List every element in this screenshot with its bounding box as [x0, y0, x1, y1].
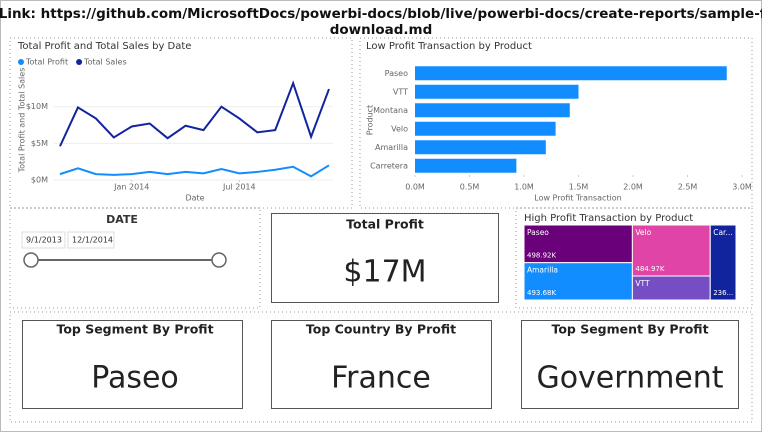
- visual-frame: [9, 207, 261, 309]
- card-title: Top Segment By Profit: [551, 322, 708, 337]
- card: [22, 320, 243, 409]
- card-title: Total Profit: [346, 217, 424, 232]
- x-axis-title: Date: [185, 194, 204, 203]
- bar: [415, 121, 556, 136]
- x-tick-label: Jan 2014: [113, 183, 149, 192]
- y-tick-label: VTT: [393, 87, 408, 96]
- bar: [415, 158, 517, 173]
- card-value: France: [331, 361, 431, 396]
- line-series: [59, 164, 330, 178]
- card-value: $17M: [343, 255, 426, 290]
- line-series: [59, 80, 330, 147]
- chart-title: High Profit Transaction by Product: [524, 213, 693, 224]
- tile-label: Car...: [713, 228, 732, 237]
- y-tick-label: Amarilla: [375, 143, 408, 152]
- y-axis-title: Total Profit and Total Sales: [18, 68, 27, 174]
- y-tick-label: $5M: [31, 139, 48, 148]
- x-tick-label: Jul 2014: [222, 183, 256, 192]
- chart-title: Low Profit Transaction by Product: [366, 41, 532, 52]
- x-tick-label: 2.0M: [623, 183, 643, 192]
- slicer-title: DATE: [106, 213, 138, 226]
- x-tick-label: 1.0M: [514, 183, 534, 192]
- date-input[interactable]: [21, 231, 66, 249]
- header-title: Internet Link: https://github.com/Micros…: [0, 6, 762, 22]
- y-axis-title: Product: [366, 105, 375, 135]
- x-tick-label: 0.0M: [405, 183, 425, 192]
- x-tick-label: 2.5M: [678, 183, 698, 192]
- x-tick-label: 3.0M: [732, 183, 752, 192]
- tile-label: Amarilla: [527, 266, 558, 275]
- date-start: 9/1/2013: [26, 236, 62, 245]
- tile-label: VTT: [635, 279, 650, 288]
- y-tick-label: Carretera: [370, 161, 408, 170]
- y-tick-label: Paseo: [385, 69, 408, 78]
- tile-value: 493.68K: [527, 289, 556, 297]
- slider-handle[interactable]: [23, 252, 39, 268]
- tile-label: Velo: [635, 228, 651, 237]
- card: [521, 320, 739, 409]
- treemap-tile: [631, 224, 711, 277]
- treemap-tile: [523, 262, 633, 301]
- bar: [415, 140, 546, 155]
- legend-marker: [18, 59, 24, 65]
- date-input[interactable]: [67, 231, 115, 249]
- card-value: Government: [536, 361, 723, 396]
- legend-label: Total Sales: [83, 58, 127, 67]
- tile-value: 236...: [713, 289, 733, 297]
- visual-frame: [9, 311, 753, 423]
- legend-label: Total Profit: [25, 58, 68, 67]
- slider-handle[interactable]: [211, 252, 227, 268]
- tile-label: Paseo: [527, 228, 549, 237]
- bar: [415, 66, 727, 81]
- y-tick-label: $10M: [26, 102, 48, 111]
- treemap-tile: [523, 224, 633, 264]
- x-tick-label: 1.5M: [569, 183, 589, 192]
- card-title: Top Segment By Profit: [56, 322, 213, 337]
- card-value: Paseo: [91, 361, 179, 396]
- date-end: 12/1/2014: [72, 236, 113, 245]
- legend-marker: [76, 59, 83, 65]
- treemap-tile: [709, 224, 737, 301]
- y-tick-label: Montana: [373, 106, 408, 115]
- header-title: download.md: [330, 22, 433, 38]
- bar: [415, 103, 570, 118]
- bar: [415, 84, 579, 99]
- tile-value: 498.92K: [527, 252, 556, 260]
- y-tick-label: $0M: [31, 176, 48, 185]
- chart-title: Total Profit and Total Sales by Date: [17, 41, 191, 52]
- y-tick-label: Velo: [391, 124, 408, 133]
- card: [271, 213, 499, 303]
- visual-frame: [359, 37, 753, 209]
- x-tick-label: 0.5M: [460, 183, 480, 192]
- card: [271, 320, 492, 409]
- x-axis-title: Low Profit Transaction: [534, 194, 621, 203]
- tile-value: 484.97K: [635, 265, 664, 273]
- card-title: Top Country By Profit: [306, 322, 456, 337]
